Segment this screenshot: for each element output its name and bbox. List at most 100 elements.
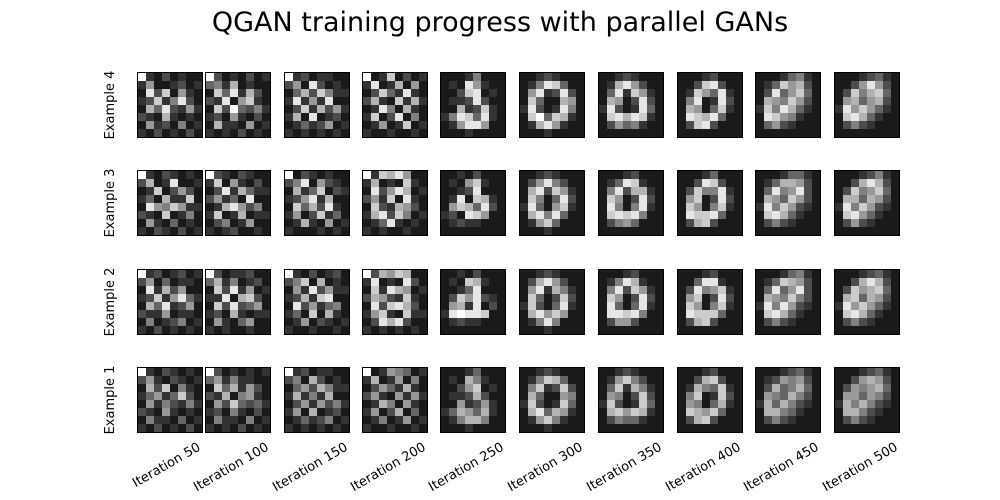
pixel [371, 318, 379, 326]
pixel [694, 211, 702, 219]
pixel [371, 326, 379, 334]
pixel [623, 326, 631, 334]
pixel [246, 73, 254, 81]
pixel [411, 318, 419, 326]
pixel [473, 105, 481, 113]
pixel [764, 121, 772, 129]
pixel [686, 376, 694, 384]
pixel [238, 286, 246, 294]
sample-image [362, 367, 428, 433]
pixel [764, 424, 772, 432]
pixel [293, 179, 301, 187]
pixel [812, 318, 820, 326]
pixel [363, 416, 371, 424]
pixel [552, 310, 560, 318]
pixel [710, 400, 718, 408]
pixel [371, 278, 379, 286]
pixel [599, 203, 607, 211]
pixel [301, 294, 309, 302]
pixel [222, 408, 230, 416]
pixel [576, 400, 584, 408]
pixel [309, 302, 317, 310]
pixel [655, 376, 663, 384]
pixel [473, 179, 481, 187]
pixel [710, 286, 718, 294]
pixel [363, 400, 371, 408]
pixel [647, 81, 655, 89]
pixel [194, 326, 202, 334]
pixel [867, 318, 875, 326]
pixel [623, 227, 631, 235]
pixel [395, 368, 403, 376]
pixel [686, 416, 694, 424]
pixel [812, 310, 820, 318]
pixel [599, 211, 607, 219]
pixel [891, 227, 899, 235]
pixel [639, 203, 647, 211]
pixel [631, 97, 639, 105]
pixel [859, 129, 867, 137]
pixel [615, 278, 623, 286]
pixel [186, 97, 194, 105]
pixel [631, 227, 639, 235]
pixel [146, 270, 154, 278]
pixel [536, 129, 544, 137]
pixel [194, 195, 202, 203]
pixel [867, 368, 875, 376]
pixel [702, 408, 710, 416]
pixel [341, 400, 349, 408]
pixel [162, 368, 170, 376]
pixel [341, 97, 349, 105]
pixel [851, 368, 859, 376]
pixel [395, 211, 403, 219]
pixel [379, 384, 387, 392]
pixel [222, 278, 230, 286]
pixel [489, 73, 497, 81]
pixel [843, 113, 851, 121]
pixel [371, 219, 379, 227]
pixel [639, 318, 647, 326]
pixel [449, 81, 457, 89]
pixel [489, 270, 497, 278]
pixel [254, 302, 262, 310]
pixel [162, 400, 170, 408]
pixel [734, 129, 742, 137]
pixel [568, 416, 576, 424]
pixel [647, 105, 655, 113]
pixel [230, 81, 238, 89]
pixel [883, 219, 891, 227]
pixel [694, 171, 702, 179]
pixel [726, 113, 734, 121]
pixel [544, 73, 552, 81]
pixel [309, 376, 317, 384]
pixel [615, 171, 623, 179]
pixel [520, 384, 528, 392]
pixel [403, 376, 411, 384]
sample-pixels [678, 368, 742, 432]
pixel [796, 278, 804, 286]
pixel [812, 219, 820, 227]
pixel [497, 270, 505, 278]
pixel [623, 294, 631, 302]
pixel [859, 302, 867, 310]
pixel [230, 368, 238, 376]
pixel [449, 211, 457, 219]
pixel [230, 326, 238, 334]
pixel [804, 73, 812, 81]
pixel [262, 171, 270, 179]
pixel [631, 270, 639, 278]
pixel [891, 219, 899, 227]
pixel [489, 187, 497, 195]
pixel [623, 376, 631, 384]
pixel [481, 392, 489, 400]
pixel [560, 310, 568, 318]
pixel [607, 424, 615, 432]
pixel [262, 294, 270, 302]
pixel [756, 203, 764, 211]
pixel [325, 179, 333, 187]
pixel [843, 211, 851, 219]
pixel [379, 203, 387, 211]
pixel [552, 424, 560, 432]
pixel [465, 113, 473, 121]
pixel [481, 113, 489, 121]
